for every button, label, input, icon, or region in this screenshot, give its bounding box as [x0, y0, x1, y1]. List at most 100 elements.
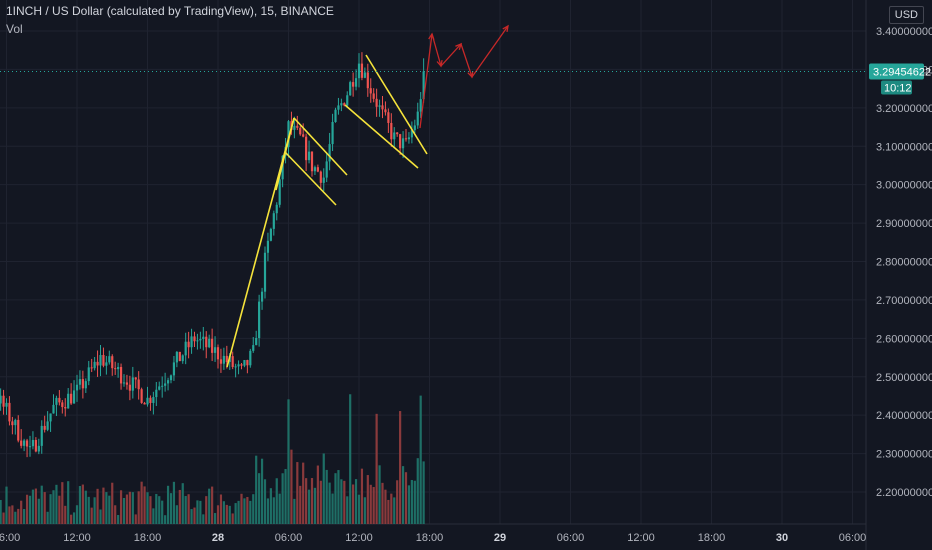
candle-body [67, 393, 70, 409]
volume-bar [213, 513, 217, 524]
candle-body [225, 355, 228, 362]
trendline-drawing[interactable] [284, 151, 337, 206]
volume-bar [316, 465, 319, 524]
candle-body [296, 125, 299, 128]
candle-body [55, 397, 58, 405]
price-tick-label: 2.50000000 [876, 372, 932, 384]
volume-bar [61, 482, 64, 524]
trendline-drawing[interactable] [293, 117, 348, 176]
candle-body [143, 402, 146, 405]
candle-body [122, 382, 126, 384]
candle-body [90, 367, 93, 369]
trendline-drawing[interactable] [275, 117, 295, 191]
currency-button[interactable]: USD [888, 6, 924, 24]
candle-body [5, 402, 8, 407]
candle-body [37, 445, 40, 452]
time-tick-label: 30 [776, 532, 788, 544]
time-tick-label: 12:00 [627, 532, 655, 544]
time-axis[interactable]: 06:00 12:00 18:00 28 06:00 12:00 18:00 29 06:00 1… [0, 532, 866, 544]
candle-body [393, 132, 396, 140]
volume-bar [8, 506, 11, 524]
candle-body [407, 137, 411, 140]
candle-body [234, 366, 237, 368]
candle-body [193, 336, 196, 342]
volume-bar [243, 498, 246, 524]
annotation-lines[interactable] [226, 54, 428, 368]
candle-body [134, 377, 137, 380]
candle-body [319, 171, 322, 183]
candle-body [275, 204, 278, 214]
volume-bar [269, 488, 272, 524]
price-axis[interactable]: 3.400000003.300000003.200000003.10000000… [876, 26, 932, 499]
volume-bar [164, 515, 167, 524]
volume-bar [37, 498, 40, 524]
candle-body [172, 362, 176, 376]
volume-indicator-label[interactable]: Vol [6, 22, 23, 36]
candle-body [96, 361, 99, 366]
volume-bar [40, 485, 43, 524]
volume-bar [81, 484, 84, 524]
projection-path[interactable] [419, 24, 509, 129]
volume-bar [196, 500, 199, 524]
candle-body [43, 425, 46, 430]
candle-body [52, 404, 55, 414]
candle-body [58, 397, 61, 403]
volume-bar [155, 493, 158, 524]
candle-body [401, 138, 405, 149]
candle-body [404, 138, 408, 140]
volume-bar [31, 489, 35, 524]
candle-body [419, 99, 422, 112]
volume-bar [99, 509, 102, 524]
candle-body [40, 425, 43, 446]
candle-body [352, 82, 355, 87]
volume-bar [96, 488, 99, 524]
volume-bar [11, 505, 14, 524]
candle-body [307, 151, 311, 161]
volume-bar [122, 497, 126, 524]
volume-bar [390, 493, 393, 524]
volume-bar [231, 513, 234, 524]
candle-body [305, 136, 308, 161]
price-tick-label: 3.10000000 [876, 141, 932, 153]
symbol-title[interactable]: 1INCH / US Dollar (calculated by Trading… [6, 4, 334, 18]
candle-body [17, 419, 20, 441]
volume-bar [322, 453, 325, 524]
volume-bar [108, 495, 111, 524]
volume-bar [354, 479, 358, 524]
candle-body [363, 72, 366, 78]
candles[interactable] [0, 52, 425, 458]
volume-bar [234, 503, 237, 524]
candle-body [2, 395, 5, 407]
volume-bar [407, 485, 411, 524]
candle-body [202, 336, 205, 340]
candle-body [140, 389, 143, 403]
grid [0, 0, 866, 524]
volume-bar [25, 494, 29, 524]
candle-body [328, 144, 331, 162]
candle-body [128, 384, 131, 391]
countdown-badge [881, 80, 912, 95]
volume-bar [93, 497, 96, 524]
time-tick-label: 06:00 [839, 532, 867, 544]
candle-body [216, 347, 220, 360]
volume-bars [0, 394, 425, 524]
volume-bar [52, 490, 55, 524]
candle-body [208, 338, 211, 348]
candle-body [131, 377, 134, 391]
volume-bar [202, 514, 205, 524]
candle-body [243, 360, 246, 366]
volume-bar [375, 413, 378, 524]
candle-body [184, 341, 187, 356]
candle-body [346, 95, 349, 106]
volume-bar [184, 496, 187, 524]
candle-body [14, 419, 17, 426]
price-tick-label: 3.40000000 [876, 26, 932, 38]
volume-bar [258, 473, 261, 524]
candle-body [316, 167, 319, 172]
candle-body [360, 63, 364, 78]
candle-body [293, 125, 296, 130]
volume-bar [396, 480, 399, 524]
volume-bar [181, 483, 184, 524]
trendline-drawing[interactable] [344, 104, 419, 169]
